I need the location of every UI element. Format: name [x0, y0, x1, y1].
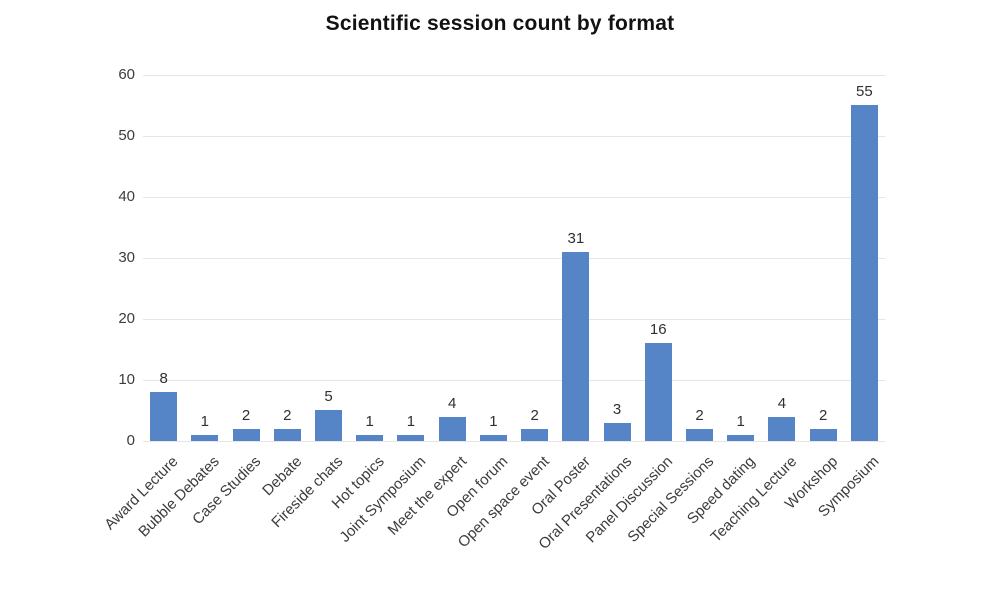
bar: [562, 252, 590, 441]
bar-value-label: 55: [856, 83, 873, 100]
bar: [150, 392, 178, 441]
bar-value-label: 3: [612, 401, 622, 418]
chart-title: Scientific session count by format: [325, 12, 675, 35]
bar-value-label: 1: [489, 413, 498, 430]
bar: [191, 435, 219, 441]
bar: [850, 105, 878, 441]
gridline: [143, 380, 885, 381]
bar-value-label: 2: [818, 407, 828, 424]
gridline: [143, 258, 885, 259]
bar: [644, 343, 672, 441]
bar: [727, 435, 755, 441]
bar-value-label: 1: [736, 413, 745, 430]
bar-value-label: 4: [447, 395, 457, 412]
y-axis-tick-label: 60: [118, 66, 135, 83]
bar: [768, 417, 796, 441]
bar-value-label: 5: [324, 388, 333, 405]
bar-value-label: 1: [200, 413, 209, 430]
bar: [686, 429, 713, 441]
bar-value-label: 4: [777, 395, 787, 412]
bar: [315, 410, 342, 441]
bar: [397, 435, 425, 441]
y-axis-tick-label: 30: [118, 249, 135, 266]
bar: [273, 429, 301, 441]
bar-value-label: 8: [159, 370, 168, 387]
bar-value-label: 2: [241, 407, 251, 424]
y-axis-tick-label: 50: [118, 127, 135, 144]
y-axis-tick-label: 10: [118, 371, 135, 388]
y-axis-tick-label: 40: [118, 188, 135, 205]
y-axis-tick-label: 0: [126, 432, 135, 449]
bar-value-label: 1: [406, 413, 416, 430]
bar-value-label: 2: [283, 407, 292, 424]
gridline: [143, 319, 885, 320]
y-axis-tick-label: 20: [118, 310, 135, 327]
bar-value-label: 1: [365, 413, 374, 430]
bar: [479, 435, 507, 441]
gridline: [143, 75, 885, 76]
bar: [438, 417, 466, 441]
bar: [232, 429, 260, 441]
bar: [521, 429, 549, 441]
bar: [809, 429, 837, 441]
gridline: [143, 197, 885, 198]
bar-value-label: 2: [695, 407, 704, 424]
bar-value-label: 2: [530, 407, 539, 424]
bar-value-label: 31: [567, 230, 585, 247]
gridline: [143, 441, 885, 442]
bar: [603, 423, 631, 441]
bar: [356, 435, 384, 441]
bar-value-label: 16: [649, 321, 667, 338]
gridline: [143, 136, 885, 137]
